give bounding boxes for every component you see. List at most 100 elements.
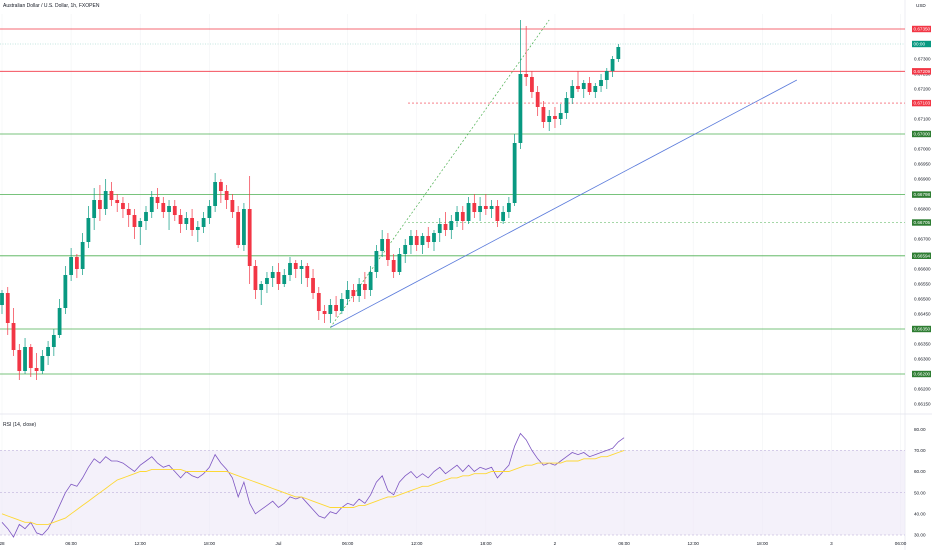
candle-body [530, 77, 534, 92]
candle-body [397, 254, 402, 272]
level-price-badge-bg [912, 25, 931, 33]
level-price-badge-bg [912, 370, 931, 378]
candle-body [270, 272, 275, 278]
candle-body [311, 278, 315, 293]
candle-body [109, 191, 114, 200]
candle-body [293, 263, 298, 269]
candle-body [581, 83, 586, 89]
candle-body [230, 200, 235, 212]
rsi-lines-layer [1, 432, 625, 538]
candle-body [74, 257, 79, 269]
rsi-moving-average-line [1, 449, 625, 525]
candle-body [299, 266, 304, 269]
candle-body [305, 266, 310, 278]
level-price-badge: 0.67000 [914, 132, 931, 137]
candle-body [501, 212, 506, 221]
time-axis-tick-label: 12:00 [411, 541, 423, 546]
candle-body [201, 218, 206, 227]
candle-body [80, 242, 85, 269]
rsi-axis-tick-label: 70.00 [914, 448, 926, 453]
candle-body [437, 224, 442, 233]
candle-body [380, 239, 385, 251]
candle-body [207, 206, 212, 218]
price-axis-tick-label: 0.66300 [914, 357, 931, 362]
price-axis-tick-label: 0.67200 [914, 87, 931, 92]
candle-body [167, 206, 171, 212]
candle-body [506, 203, 511, 212]
candle-body [535, 92, 540, 107]
level-price-badge-bg [912, 191, 931, 198]
candle-body [253, 266, 258, 290]
level-price-badge: 0.67209 [914, 69, 931, 74]
candle-body [57, 308, 62, 335]
level-price-badge-bg [912, 99, 931, 107]
level-price-badge: 0.66705 [914, 220, 931, 225]
candle-body [236, 212, 241, 245]
rsi-axis-tick-label: 80.00 [914, 427, 926, 432]
rsi-axis-tick-label: 50.00 [914, 490, 926, 495]
candle-body [558, 113, 563, 119]
candle-body [259, 284, 264, 290]
time-axis-tick-label: 12:00 [687, 541, 699, 546]
time-axis-tick-label: 18:00 [480, 541, 492, 546]
candle-body [92, 200, 97, 218]
candle-body [316, 293, 321, 311]
candle-body [518, 74, 523, 143]
candle-body [420, 236, 425, 245]
candle-body [172, 206, 177, 215]
candle-body [374, 251, 379, 272]
candles-layer [0, 20, 621, 380]
candle-body [247, 209, 252, 266]
level-price-badge-bg [912, 130, 931, 138]
level-price-badge-bg [912, 219, 931, 226]
candle-body [593, 86, 598, 92]
candle-body [288, 263, 292, 275]
candle-body [190, 218, 194, 230]
candle-body [86, 218, 91, 242]
candle-body [276, 272, 281, 284]
candle-body [46, 347, 50, 356]
candle-body [334, 305, 338, 311]
price-axis-tick-label: 0.67300 [914, 57, 931, 62]
rsi-band-layer [0, 450, 905, 536]
currency-label: USD [916, 3, 926, 8]
candle-body [432, 233, 436, 242]
candle-body [218, 182, 223, 191]
price-axis-tick-label: 0.67100 [914, 117, 931, 122]
candle-body [587, 83, 592, 92]
candle-body [282, 275, 287, 284]
candle-body [553, 116, 557, 119]
time-axis-tick-label: 18:00 [204, 541, 216, 546]
candle-body [161, 203, 166, 212]
candle-body [184, 218, 189, 224]
candle-body [610, 59, 615, 71]
trendlines-layer [330, 19, 798, 328]
candle-body [541, 107, 546, 122]
candle-body [604, 71, 609, 80]
price-badges-layer: 0.67350 0.67209 0.67103 0.67000 0.66798 0.667… [912, 25, 931, 378]
candle-body [17, 350, 22, 371]
candle-body [443, 224, 448, 230]
candle-body [570, 86, 575, 98]
candle-body [414, 236, 419, 245]
candle-body [242, 209, 246, 245]
time-axis-tick-label: 06:00 [895, 541, 907, 546]
price-axis-tick-label: 0.66950 [914, 162, 931, 167]
level-price-badge: 0.66350 [914, 327, 931, 332]
candle-body [115, 200, 120, 203]
candle-body [28, 347, 33, 368]
candle-body [265, 278, 269, 284]
candle-body [0, 293, 4, 305]
time-axis-tick-label: 06:00 [342, 541, 354, 546]
time-axis-tick-label: 3 [830, 541, 833, 546]
candle-body [34, 368, 39, 371]
dotted-projection-line [330, 19, 550, 328]
candle-body [489, 206, 494, 209]
candle-body [98, 200, 102, 209]
candle-body [547, 116, 552, 122]
time-axis-tick-label: 12:00 [134, 541, 146, 546]
current-price-badge-bg [912, 40, 931, 48]
